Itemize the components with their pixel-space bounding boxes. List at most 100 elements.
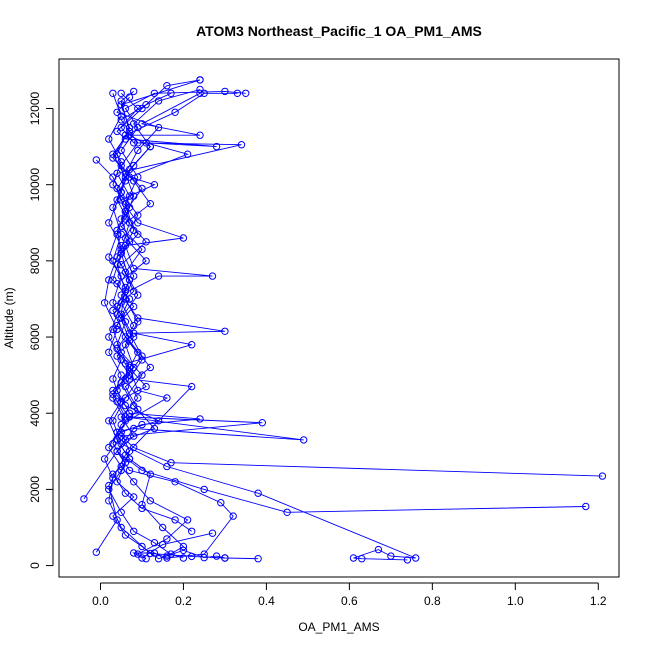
- data-point: [109, 150, 117, 158]
- data-point: [92, 548, 101, 556]
- data-point: [159, 540, 167, 549]
- data-point: [300, 436, 308, 444]
- data-point: [171, 478, 179, 486]
- series-6: [80, 89, 159, 503]
- series-line: [95, 96, 193, 553]
- data-point: [130, 272, 138, 280]
- data-point: [163, 552, 171, 560]
- data-point: [117, 89, 125, 98]
- data-point: [117, 230, 125, 238]
- data-point: [117, 299, 125, 307]
- data-point: [171, 516, 179, 524]
- data-point: [254, 555, 262, 563]
- data-point: [196, 76, 204, 84]
- data-point: [134, 230, 142, 238]
- y-axis: 0 2000 4000 6000 8000 10000 12000: [28, 92, 54, 569]
- data-point: [105, 135, 113, 143]
- data-point: [125, 455, 134, 463]
- data-point: [105, 333, 113, 341]
- data-point: [121, 104, 130, 113]
- data-point: [196, 85, 204, 94]
- data-point: [121, 531, 130, 539]
- data-point: [188, 527, 196, 535]
- data-point: [117, 508, 125, 516]
- data-point: [208, 272, 217, 280]
- data-point: [113, 280, 121, 288]
- x-tick-label: 1.0: [507, 594, 524, 608]
- data-point: [142, 257, 150, 265]
- data-point: [142, 101, 150, 109]
- data-point: [117, 123, 125, 132]
- data-point: [121, 173, 130, 181]
- data-point: [221, 87, 229, 96]
- data-point: [598, 472, 607, 480]
- data-point: [121, 489, 130, 497]
- data-point: [188, 341, 196, 349]
- data-point: [113, 341, 121, 349]
- data-point: [117, 356, 125, 364]
- data-point: [196, 415, 204, 423]
- x-tick-label: 0.0: [92, 594, 109, 608]
- data-point: [138, 500, 146, 509]
- data-point: [130, 443, 138, 452]
- data-point: [113, 325, 121, 334]
- series-3: [109, 89, 590, 516]
- data-point: [109, 299, 117, 307]
- data-point: [387, 552, 395, 560]
- data-point: [134, 386, 142, 395]
- data-point: [121, 375, 130, 383]
- y-tick-label: 0: [28, 562, 42, 569]
- x-axis-label: OA_PM1_AMS: [298, 620, 379, 634]
- data-point: [113, 447, 121, 455]
- data-point: [109, 306, 117, 315]
- data-point: [121, 333, 130, 341]
- data-point: [117, 97, 125, 105]
- series-line: [112, 92, 586, 513]
- data-point: [150, 89, 159, 98]
- data-point: [109, 89, 117, 98]
- data-point: [125, 363, 134, 372]
- data-point: [109, 375, 117, 383]
- data-point: [146, 470, 155, 478]
- data-point: [254, 489, 262, 497]
- data-point: [146, 497, 155, 505]
- series-line: [112, 92, 603, 477]
- series-2: [109, 89, 607, 480]
- data-point: [242, 89, 250, 98]
- data-point: [142, 238, 150, 246]
- data-point: [179, 542, 188, 551]
- data-point: [134, 550, 142, 558]
- y-tick-label: 6000: [28, 323, 42, 350]
- data-point: [179, 234, 188, 242]
- data-point: [109, 512, 117, 520]
- data-point: [159, 523, 167, 532]
- x-tick-label: 1.2: [590, 594, 607, 608]
- data-point: [283, 508, 291, 516]
- data-point: [109, 276, 117, 284]
- data-point: [167, 550, 175, 558]
- data-point: [183, 516, 192, 524]
- data-point: [105, 276, 113, 284]
- data-point: [130, 139, 138, 147]
- data-point: [154, 555, 163, 563]
- y-tick-label: 12000: [28, 92, 42, 126]
- data-point: [138, 542, 146, 551]
- y-tick-label: 8000: [28, 247, 42, 274]
- data-point: [138, 420, 146, 429]
- series-line: [108, 79, 242, 532]
- data-point: [221, 327, 229, 335]
- data-point: [109, 181, 117, 189]
- data-point: [130, 192, 138, 200]
- data-point: [258, 419, 266, 427]
- plot-frame: [58, 58, 620, 578]
- data-point: [200, 485, 208, 494]
- data-point: [134, 146, 142, 155]
- series-line: [108, 79, 201, 560]
- series-1: [109, 85, 420, 564]
- data-point: [113, 436, 121, 444]
- data-point: [200, 89, 208, 98]
- y-tick-label: 4000: [28, 400, 42, 427]
- data-point: [403, 556, 412, 564]
- data-point: [196, 131, 204, 139]
- data-point: [125, 409, 134, 417]
